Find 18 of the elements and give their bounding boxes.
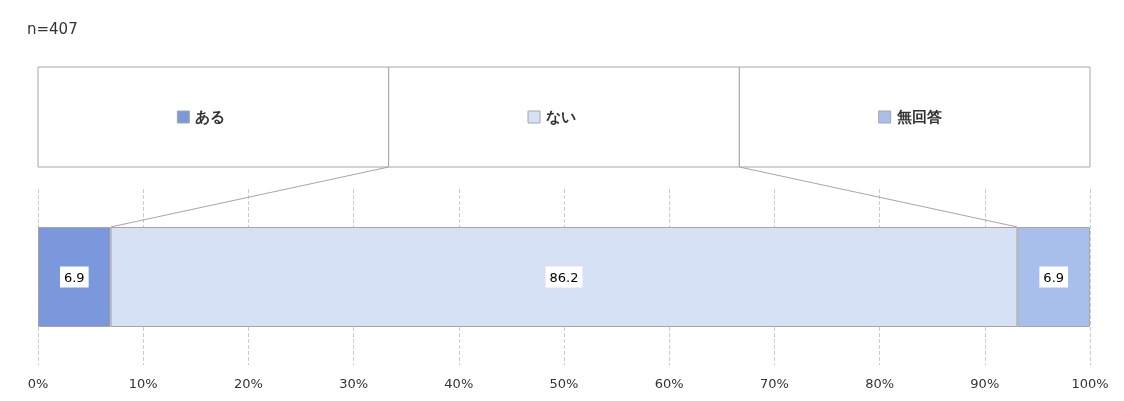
x-tick-label: 90% xyxy=(970,376,1000,391)
legend-label: ある xyxy=(195,108,226,126)
x-tick-label: 30% xyxy=(339,376,369,391)
x-tick-label: 40% xyxy=(444,376,474,391)
x-tick-label: 10% xyxy=(128,376,158,391)
x-tick-label: 70% xyxy=(759,376,789,391)
data-label: 6.9 xyxy=(1043,269,1065,285)
x-tick-label: 20% xyxy=(233,376,263,391)
x-tick-label: 60% xyxy=(654,376,684,391)
data-label: 6.9 xyxy=(63,269,85,285)
x-tick-label: 100% xyxy=(1071,376,1109,391)
data-label: 86.2 xyxy=(549,269,579,285)
chart-title: n=407 xyxy=(27,19,78,38)
x-tick-label: 0% xyxy=(27,376,49,391)
x-tick-label: 50% xyxy=(549,376,579,391)
legend-label: ない xyxy=(546,108,576,126)
x-tick-label: 80% xyxy=(865,376,895,391)
legend-label: 無回答 xyxy=(895,108,942,126)
